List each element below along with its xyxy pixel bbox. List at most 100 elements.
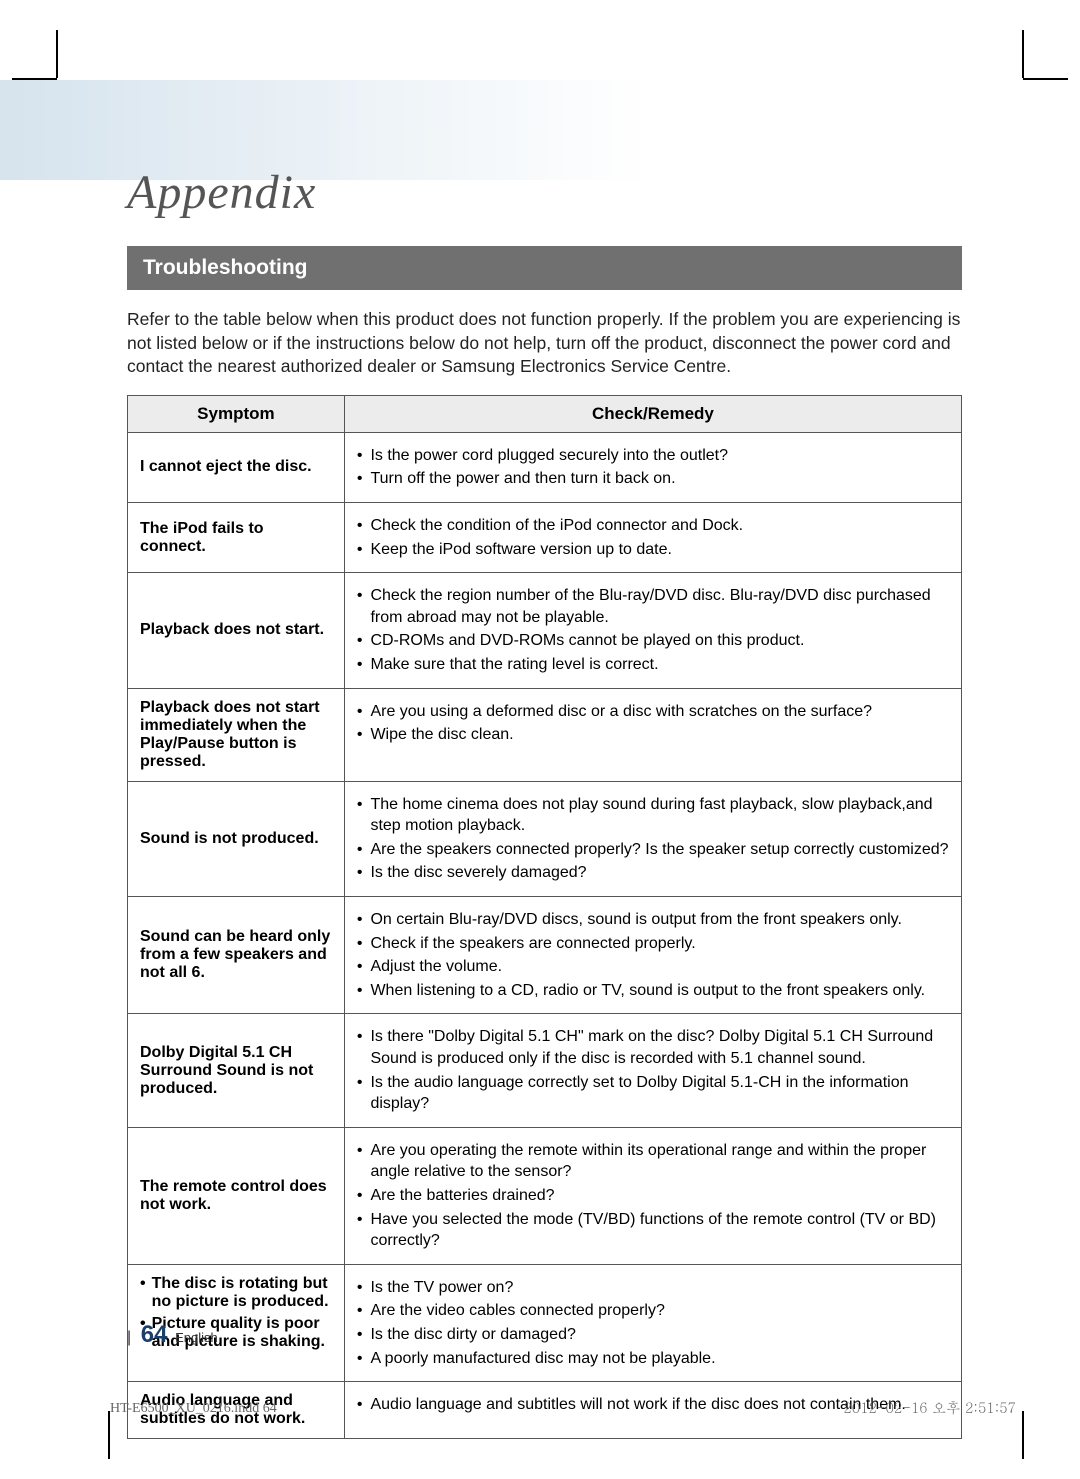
remedy-text: Keep the iPod software version up to dat…	[370, 539, 672, 561]
remedy-text: Are the video cables connected properly?	[370, 1300, 664, 1322]
remedy-list: • On certain Blu-ray/DVD discs, sound is …	[357, 909, 949, 1001]
remedy-item: •Have you selected the mode (TV/BD) func…	[357, 1209, 949, 1252]
remedy-item: • Turn off the power and then turn it bac…	[357, 468, 949, 490]
bullet-icon: •	[357, 794, 363, 837]
remedy-text: Are the speakers connected properly? Is …	[370, 839, 948, 861]
remedy-item: •Check the condition of the iPod connect…	[357, 515, 949, 537]
table-row: Playback does not start. • Check the regio…	[128, 573, 962, 688]
remedy-item: • A poorly manufactured disc may not be p…	[357, 1348, 949, 1370]
symptom-cell: The remote control does not work.	[128, 1127, 345, 1264]
crop-mark	[56, 30, 58, 78]
remedy-item: •When listening to a CD, radio or TV, so…	[357, 980, 949, 1002]
remedy-item: •Is the power cord plugged securely into…	[357, 445, 949, 467]
remedy-list: •The home cinema does not play sound dur…	[357, 794, 949, 884]
remedy-text: CD-ROMs and DVD-ROMs cannot be played on…	[370, 630, 804, 652]
remedy-item: •Is there "Dolby Digital 5.1 CH" mark on…	[357, 1026, 949, 1069]
remedy-list: •Is there "Dolby Digital 5.1 CH" mark on…	[357, 1026, 949, 1114]
remedy-item: •Keep the iPod software version up to da…	[357, 539, 949, 561]
remedy-text: Check the condition of the iPod connecto…	[370, 515, 743, 537]
table-row: The remote control does not work. •Are yo…	[128, 1127, 962, 1264]
table-row: Sound is not produced. •The home cinema d…	[128, 781, 962, 896]
remedy-list: •Check the condition of the iPod connect…	[357, 515, 949, 560]
bullet-icon: •	[357, 862, 363, 884]
bullet-icon: •	[357, 909, 363, 931]
symptom-cell: Sound can be heard only from a few speak…	[128, 897, 345, 1014]
bullet-icon: •	[357, 1209, 363, 1252]
symptom-cell: The iPod fails to connect.	[128, 503, 345, 573]
remedy-text: Turn off the power and then turn it back…	[370, 468, 675, 490]
symptom-cell: Playback does not start immediately when…	[128, 688, 345, 781]
remedy-item: •Are the speakers connected properly? Is…	[357, 839, 949, 861]
remedy-cell: •Are you operating the remote within its…	[344, 1127, 961, 1264]
remedy-text: Wipe the disc clean.	[370, 724, 513, 746]
table-row: Dolby Digital 5.1 CH Surround Sound is n…	[128, 1014, 962, 1127]
table-header-row: Symptom Check/Remedy	[128, 395, 962, 432]
bullet-icon: •	[357, 1348, 363, 1370]
bullet-icon: •	[357, 468, 363, 490]
remedy-item: • Is the disc dirty or damaged?	[357, 1324, 949, 1346]
table-row: I cannot eject the disc.•Is the power co…	[128, 432, 962, 502]
remedy-item: •Are the batteries drained?	[357, 1185, 949, 1207]
remedy-item: • CD-ROMs and DVD-ROMs cannot be played o…	[357, 630, 949, 652]
crop-mark	[1022, 1411, 1024, 1459]
page-title: Appendix	[127, 165, 962, 220]
bullet-icon: •	[357, 1300, 363, 1322]
symptom-cell: Dolby Digital 5.1 CH Surround Sound is n…	[128, 1014, 345, 1127]
remedy-item: •Adjust the volume.	[357, 956, 949, 978]
bullet-icon: •	[357, 630, 363, 652]
remedy-text: Adjust the volume.	[370, 956, 502, 978]
remedy-text: Is the disc dirty or damaged?	[370, 1324, 575, 1346]
bullet-icon: •	[357, 1394, 363, 1416]
remedy-item: • Is the disc severely damaged?	[357, 862, 949, 884]
remedy-item: •Check the region number of the Blu-ray/…	[357, 585, 949, 628]
bullet-icon: •	[357, 654, 363, 676]
remedy-text: Make sure that the rating level is corre…	[370, 654, 658, 676]
remedy-text: Is the audio language correctly set to D…	[370, 1072, 949, 1115]
remedy-item: •The home cinema does not play sound dur…	[357, 794, 949, 837]
symptom-cell: Playback does not start.	[128, 573, 345, 688]
print-footer-left: HT-E6500_XU_0216.indd 64	[110, 1401, 277, 1417]
bullet-icon: •	[357, 1277, 363, 1299]
remedy-cell: •Check the condition of the iPod connect…	[344, 503, 961, 573]
remedy-text: A poorly manufactured disc may not be pl…	[370, 1348, 715, 1370]
remedy-cell: •Is the TV power on?•Are the video cable…	[344, 1264, 961, 1381]
crop-mark	[108, 1411, 110, 1459]
bullet-icon: •	[357, 1026, 363, 1069]
bullet-icon: •	[357, 1140, 363, 1183]
remedy-item: • On certain Blu-ray/DVD discs, sound is …	[357, 909, 949, 931]
bullet-icon: •	[357, 1324, 363, 1346]
page-number: 64	[141, 1321, 168, 1348]
bullet-icon: •	[357, 445, 363, 467]
print-footer-right: 2012-02-16 오후 2:51:57	[843, 1397, 1016, 1417]
bullet-icon: •	[357, 1185, 363, 1207]
section-heading: Troubleshooting	[127, 246, 962, 290]
bullet-icon: •	[357, 933, 363, 955]
remedy-item: •Are you operating the remote within its…	[357, 1140, 949, 1183]
remedy-cell: •The home cinema does not play sound dur…	[344, 781, 961, 896]
bullet-icon: •	[357, 701, 363, 723]
remedy-cell: • On certain Blu-ray/DVD discs, sound is …	[344, 897, 961, 1014]
remedy-cell: • Check the region number of the Blu-ray/…	[344, 573, 961, 688]
remedy-item: • Wipe the disc clean.	[357, 724, 949, 746]
remedy-text: Is there "Dolby Digital 5.1 CH" mark on …	[370, 1026, 949, 1069]
symptom-cell: Sound is not produced.	[128, 781, 345, 896]
table-row: Sound can be heard only from a few speak…	[128, 897, 962, 1014]
remedy-item: • Make sure that the rating level is corr…	[357, 654, 949, 676]
remedy-text: Have you selected the mode (TV/BD) funct…	[370, 1209, 949, 1252]
symptom-bullet: The disc is rotating but no picture is p…	[140, 1275, 332, 1311]
remedy-item: • Are the video cables connected properly…	[357, 1300, 949, 1322]
remedy-text: On certain Blu-ray/DVD discs, sound is o…	[370, 909, 902, 931]
page-language: English	[175, 1330, 218, 1345]
remedy-text: Are you using a deformed disc or a disc …	[370, 701, 872, 723]
remedy-cell: •Is there "Dolby Digital 5.1 CH" mark on…	[344, 1014, 961, 1127]
remedy-text: When listening to a CD, radio or TV, sou…	[370, 980, 925, 1002]
remedy-text: Is the disc severely damaged?	[370, 862, 586, 884]
bullet-icon: •	[357, 724, 363, 746]
page-content: Appendix Troubleshooting Refer to the ta…	[127, 165, 962, 1439]
remedy-item: •Is the TV power on?	[357, 1277, 949, 1299]
remedy-text: Check if the speakers are connected prop…	[370, 933, 695, 955]
remedy-cell: •Is the power cord plugged securely into…	[344, 432, 961, 502]
troubleshooting-table: Symptom Check/Remedy I cannot eject the …	[127, 395, 962, 1439]
remedy-text: Check the region number of the Blu-ray/D…	[370, 585, 949, 628]
footer-pipe: |	[127, 1329, 131, 1346]
